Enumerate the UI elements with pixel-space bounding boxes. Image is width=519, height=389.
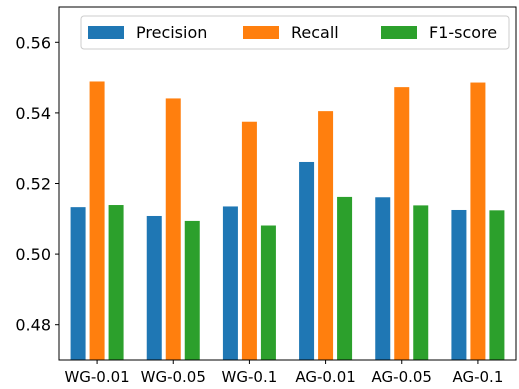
bar-recall-ag-0-01: [318, 111, 334, 360]
x-tick-label: AG-0.01: [295, 368, 355, 385]
legend: Precision Recall F1-score: [80, 15, 510, 50]
bar-precision-ag-0-05: [375, 197, 391, 360]
bar-f1-score-wg-0-01: [108, 205, 124, 360]
y-tick-label: 0.50: [15, 245, 51, 264]
bar-recall-wg-0-05: [165, 98, 181, 360]
bar-recall-ag-0-1: [470, 82, 486, 361]
x-tick-label: AG-0.05: [372, 368, 432, 385]
bar-precision-ag-0-01: [299, 161, 315, 360]
bar-precision-wg-0-05: [146, 215, 162, 360]
x-tick-label: WG-0.01: [64, 368, 129, 385]
bar-precision-wg-0-1: [222, 206, 238, 360]
bar-f1-score-wg-0-05: [184, 220, 200, 360]
y-tick-label: 0.52: [15, 175, 51, 194]
legend-swatch-f1-score: [381, 26, 417, 39]
axes-layer: WG-0.01 WG-0.05 WG-0.1 AG-0.01 AG-0.05 AG-0.1…: [15, 6, 517, 386]
plot-frame: [58, 6, 517, 361]
legend-box: [80, 15, 510, 50]
y-tick-label: 0.48: [15, 316, 51, 335]
x-tick-label: AG-0.1: [452, 368, 503, 385]
legend-label-f1-score: F1-score: [429, 23, 497, 42]
legend-label-precision: Precision: [136, 23, 207, 42]
bar-f1-score-ag-0-05: [413, 205, 429, 360]
x-tick-label: WG-0.05: [141, 368, 206, 385]
bars-layer: [70, 81, 505, 361]
bar-f1-score-ag-0-1: [489, 210, 505, 360]
x-tick-label: WG-0.1: [222, 368, 278, 385]
bar-precision-ag-0-1: [451, 209, 467, 360]
legend-swatch-recall: [243, 26, 279, 39]
bar-recall-ag-0-05: [394, 87, 410, 361]
bar-f1-score-wg-0-1: [260, 225, 276, 360]
legend-swatch-precision: [88, 26, 124, 39]
bar-recall-wg-0-1: [241, 121, 257, 360]
legend-label-recall: Recall: [291, 23, 339, 42]
y-tick-label: 0.54: [15, 104, 51, 123]
bar-recall-wg-0-01: [89, 81, 105, 360]
bar-precision-wg-0-01: [70, 207, 86, 360]
bar-f1-score-ag-0-01: [337, 196, 353, 360]
y-tick-label: 0.56: [15, 33, 51, 52]
